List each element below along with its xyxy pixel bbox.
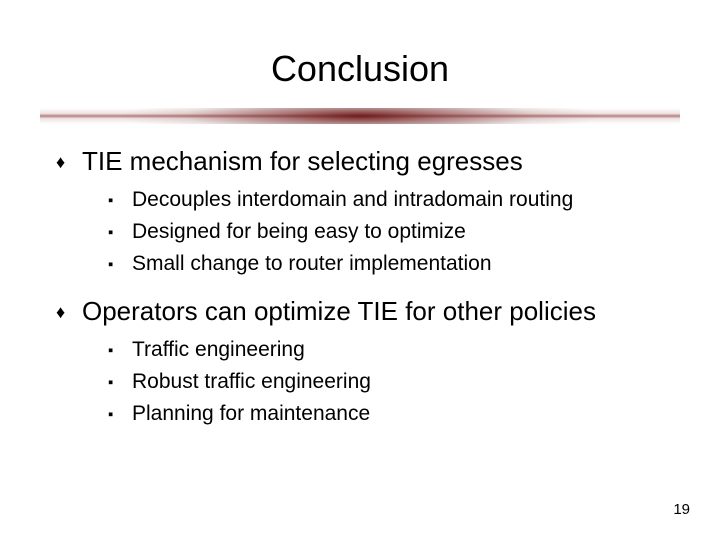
bullet-text: Small change to router implementation (132, 252, 492, 276)
square-icon: ▪ (108, 338, 132, 364)
diamond-icon: ♦ (56, 146, 82, 178)
bullet-level1: ♦ Operators can optimize TIE for other p… (56, 296, 664, 328)
diamond-icon: ♦ (56, 296, 82, 328)
bullet-text: Traffic engineering (132, 338, 305, 362)
bullet-text: Robust traffic engineering (132, 370, 371, 394)
bullet-level2: ▪ Designed for being easy to optimize (108, 220, 664, 246)
square-icon: ▪ (108, 402, 132, 428)
bullet-level1: ♦ TIE mechanism for selecting egresses (56, 146, 664, 178)
slide: Conclusion ♦ TIE mechanism for selecting… (0, 0, 720, 540)
square-icon: ▪ (108, 370, 132, 396)
bullet-text: TIE mechanism for selecting egresses (82, 146, 523, 177)
square-icon: ▪ (108, 220, 132, 246)
slide-title: Conclusion (0, 0, 720, 108)
bullet-text: Operators can optimize TIE for other pol… (82, 296, 596, 327)
sub-bullet-group: ▪ Decouples interdomain and intradomain … (56, 188, 664, 278)
sub-bullet-group: ▪ Traffic engineering ▪ Robust traffic e… (56, 338, 664, 428)
bullet-level2: ▪ Small change to router implementation (108, 252, 664, 278)
bullet-level2: ▪ Planning for maintenance (108, 402, 664, 428)
bullet-level2: ▪ Decouples interdomain and intradomain … (108, 188, 664, 214)
title-divider (40, 108, 680, 124)
page-number: 19 (673, 501, 690, 518)
bullet-level2: ▪ Traffic engineering (108, 338, 664, 364)
square-icon: ▪ (108, 252, 132, 278)
bullet-level2: ▪ Robust traffic engineering (108, 370, 664, 396)
content-area: ♦ TIE mechanism for selecting egresses ▪… (0, 146, 720, 428)
bullet-text: Decouples interdomain and intradomain ro… (132, 188, 573, 212)
bullet-text: Planning for maintenance (132, 402, 370, 426)
square-icon: ▪ (108, 188, 132, 214)
bullet-text: Designed for being easy to optimize (132, 220, 466, 244)
